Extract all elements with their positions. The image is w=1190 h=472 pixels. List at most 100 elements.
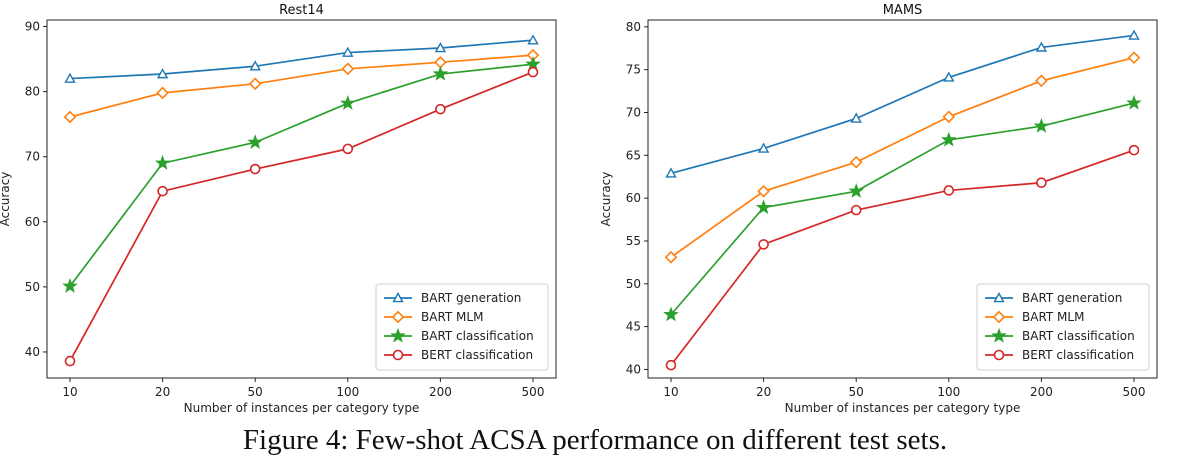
data-point [249,60,261,71]
x-tick-label: 100 [336,385,359,399]
x-tick-label: 200 [429,385,452,399]
data-point [157,185,168,197]
figure-canvas: Rest14 40 50 60 70 80 90 10 20 50 100 200 500 Number … [0,3,1158,415]
data-point [64,72,76,83]
legend-entry: BERT classification [985,348,1134,362]
data-point [1128,29,1140,40]
x-tick-label: 500 [522,385,545,399]
y-tick-label: 40 [626,362,641,376]
chart-panel-1: Rest14 40 50 60 70 80 90 10 20 50 100 200 500 Number … [0,3,557,415]
data-point [435,103,446,115]
chart-title: MAMS [883,3,923,18]
data-point [665,167,677,178]
legend: BART generation BART MLM BART classificati… [375,283,549,371]
legend: BART generation BART MLM BART classificati… [976,283,1150,371]
chart-title: Rest14 [279,3,324,18]
series-bart-mlm [664,51,1141,264]
legend-entry: BART generation [985,291,1122,305]
plot-area [647,19,1158,379]
data-point [1035,41,1048,52]
legend-marker [390,327,406,343]
legend-box [976,283,1150,371]
data-point [432,65,449,81]
legend-marker [992,310,1006,324]
series-bert-classification [665,144,1140,371]
plot-area [46,19,557,379]
figure-caption: Figure 4: Few-shot ACSA performance on d… [242,424,948,456]
data-point [1126,94,1142,110]
data-point [156,86,169,100]
x-tick-label: 10 [663,385,678,399]
data-point [247,134,263,149]
data-point [1035,74,1048,88]
chart-panel-2: MAMS 40 45 50 55 60 65 70 75 80 10 20 50 100 200 500 Num… [599,3,1158,415]
x-tick-label: 20 [155,385,170,399]
legend-marker [392,292,404,303]
y-tick-label: 40 [25,345,40,359]
x-tick-label: 500 [1123,385,1146,399]
y-tick-label: 65 [626,148,641,162]
legend-label: BART generation [421,291,521,305]
legend-marker [392,349,404,361]
series-line [69,39,534,80]
x-tick-label: 10 [62,385,77,399]
series-bart-classification [62,56,541,293]
data-point [527,34,539,45]
data-point [848,183,864,198]
legend-marker [391,310,405,324]
data-point [757,184,770,198]
x-axis-label: Number of instances per category type [785,401,1021,415]
data-point [1033,118,1050,133]
legend-marker [993,349,1005,361]
data-point [341,62,355,76]
data-point [1128,144,1140,156]
x-tick-label: 200 [1030,385,1053,399]
x-tick-label: 50 [248,385,263,399]
series-line [69,63,534,287]
series-bart-generation [665,29,1140,178]
legend-label: BART generation [1022,291,1122,305]
series-line [670,34,1135,175]
data-point [64,355,76,367]
y-tick-label: 50 [25,280,40,294]
legend-entry: BART classification [384,327,534,343]
y-axis-label: Accuracy [599,172,613,227]
legend-entry: BART generation [384,291,521,305]
y-tick-label: 45 [626,320,641,334]
series-bert-classification [64,66,539,367]
data-point [62,278,78,293]
data-point [849,155,863,169]
data-point [156,68,169,79]
series-line [670,56,1135,258]
series-line [670,149,1135,366]
legend-label: BART MLM [421,310,483,324]
y-tick-label: 75 [626,63,641,77]
y-axis-label: Accuracy [0,172,12,227]
data-point [434,42,447,53]
y-tick-label: 80 [626,20,641,34]
data-point [342,46,354,57]
legend-entry: BERT classification [384,348,533,362]
legend-label: BART MLM [1022,310,1084,324]
data-point [340,95,356,110]
series-bart-generation [64,34,539,83]
data-point [63,110,77,124]
data-point [665,359,677,371]
data-point [342,143,354,155]
y-tick-label: 50 [626,277,641,291]
data-point [943,71,955,82]
series-line [670,102,1135,316]
legend-marker [991,327,1007,343]
data-point [527,66,539,78]
data-point [942,110,956,124]
data-point [154,155,171,170]
legend-label: BERT classification [421,348,533,362]
y-tick-label: 70 [626,105,641,119]
data-point [850,112,862,123]
series-bart-mlm [63,48,540,124]
data-point [758,239,769,250]
legend-label: BERT classification [1022,348,1134,362]
x-axis-label: Number of instances per category type [184,401,420,415]
data-point [664,250,678,264]
data-point [757,142,770,153]
